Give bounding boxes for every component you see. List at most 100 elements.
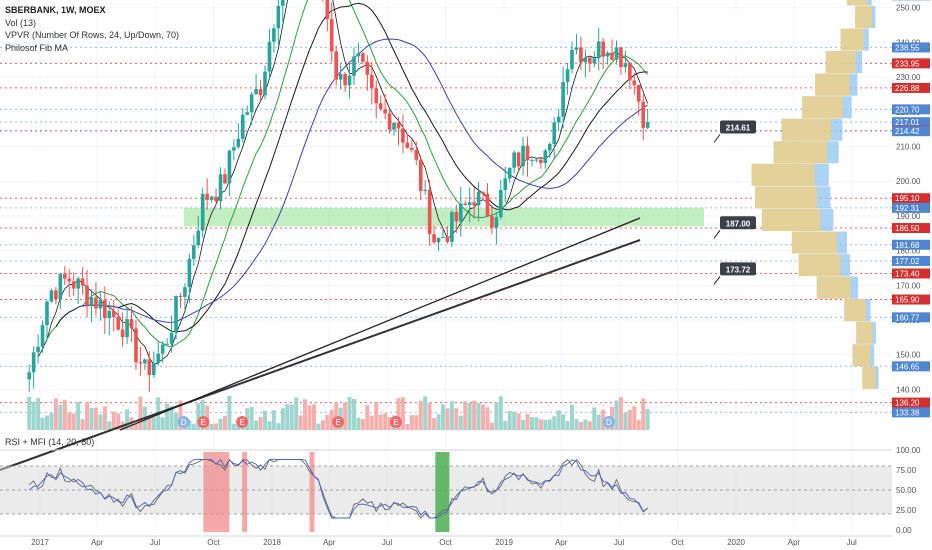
time-tick-label: 2019 [495, 538, 513, 547]
volume-bar [365, 405, 370, 430]
volume-bar [592, 407, 597, 430]
volume-bar [570, 404, 575, 430]
volume-bar [116, 413, 121, 430]
volume-bar [538, 419, 543, 430]
volume-bar [67, 412, 72, 430]
candle-body [418, 159, 423, 191]
volume-bar [58, 404, 63, 430]
candle-body [588, 57, 592, 64]
volume-bar [343, 402, 348, 430]
volume-bar [200, 399, 205, 430]
candle-body [641, 101, 645, 128]
candle-body [596, 41, 601, 59]
price-tick-label: 250.00 [896, 4, 921, 13]
volume-bar [169, 406, 174, 430]
price-tick-label: 210.00 [896, 143, 921, 152]
vpvr-down [852, 344, 871, 367]
rsi-tick-label: 100.00 [896, 446, 921, 455]
price-label-bg [892, 82, 930, 93]
volume-bar [467, 402, 472, 430]
candle-body [58, 273, 63, 300]
candle-body [485, 193, 490, 217]
candle-body [147, 359, 152, 376]
candle-body [232, 147, 236, 151]
volume-bar [396, 398, 401, 430]
candle-body [134, 328, 138, 363]
candle-body [628, 63, 632, 81]
vpvr-down [862, 366, 876, 389]
volume-bar [503, 420, 508, 430]
volume-bar [423, 396, 428, 430]
price-tick-label: 230.00 [896, 73, 921, 82]
vpvr-down [761, 208, 821, 232]
volume-bar [40, 417, 45, 430]
overbought-highlight [242, 452, 248, 532]
candle-body [196, 230, 201, 246]
volume-bar [529, 416, 534, 430]
vpvr-down [844, 299, 866, 322]
volume-bar [329, 409, 334, 430]
candle-body [200, 193, 205, 231]
volume-bar [98, 414, 103, 430]
candle-body [36, 346, 40, 353]
candle-body [356, 53, 361, 57]
volume-bar [347, 396, 352, 430]
time-tick-label: 2018 [263, 538, 281, 547]
projection-pointer [713, 134, 721, 143]
volume-bar [440, 404, 445, 430]
volume-bar [71, 413, 76, 430]
volume-bar [427, 402, 432, 430]
volume-bar [218, 418, 223, 430]
event-marker [602, 416, 615, 428]
candle-body [343, 74, 347, 86]
volume-bar [111, 411, 116, 430]
price-tick-label: 180.00 [896, 247, 921, 256]
volume-bar [231, 423, 236, 430]
vpvr-down [798, 254, 841, 277]
vpvr-down [846, 0, 868, 6]
event-marker [236, 416, 249, 428]
candle-body [71, 281, 76, 289]
price-label: 136.20 [895, 399, 920, 408]
candle-body [45, 301, 49, 326]
volume-bar [645, 409, 650, 430]
volume-bar [298, 415, 303, 430]
vpvr-down [755, 186, 817, 209]
candle-body [561, 81, 565, 117]
candle-body [125, 319, 129, 338]
candle-body [54, 290, 58, 300]
candle-body [111, 310, 116, 317]
candle-body [169, 332, 174, 344]
candle-body [227, 150, 232, 184]
volume-bar [187, 420, 192, 430]
candle-body [347, 75, 352, 86]
volume-bar [494, 401, 499, 430]
volume-bar [472, 400, 477, 430]
volume-bar [436, 414, 441, 430]
event-marker-letter: E [201, 418, 206, 427]
price-label-bg [892, 202, 930, 213]
overbought-highlight [203, 452, 230, 532]
rsi-line [28, 458, 648, 519]
candle-body [410, 147, 414, 150]
candle-body [610, 52, 614, 60]
candle-body [267, 41, 272, 72]
candle-body [85, 285, 89, 306]
candle-body [369, 74, 374, 89]
volume-bar [485, 407, 490, 430]
time-tick-label: 2017 [31, 538, 49, 547]
volume-bar [316, 423, 321, 430]
volume-bar [191, 423, 196, 430]
volume-bar [31, 401, 36, 430]
volume-bar [574, 419, 579, 430]
candle-body [405, 142, 410, 148]
price-label: 217.01 [895, 118, 920, 127]
volume-bar [547, 419, 552, 430]
volume-bar [383, 413, 388, 430]
price-label-bg [892, 268, 930, 279]
candle-body [547, 144, 552, 151]
candle-body [503, 178, 508, 191]
event-marker-letter: E [335, 418, 340, 427]
